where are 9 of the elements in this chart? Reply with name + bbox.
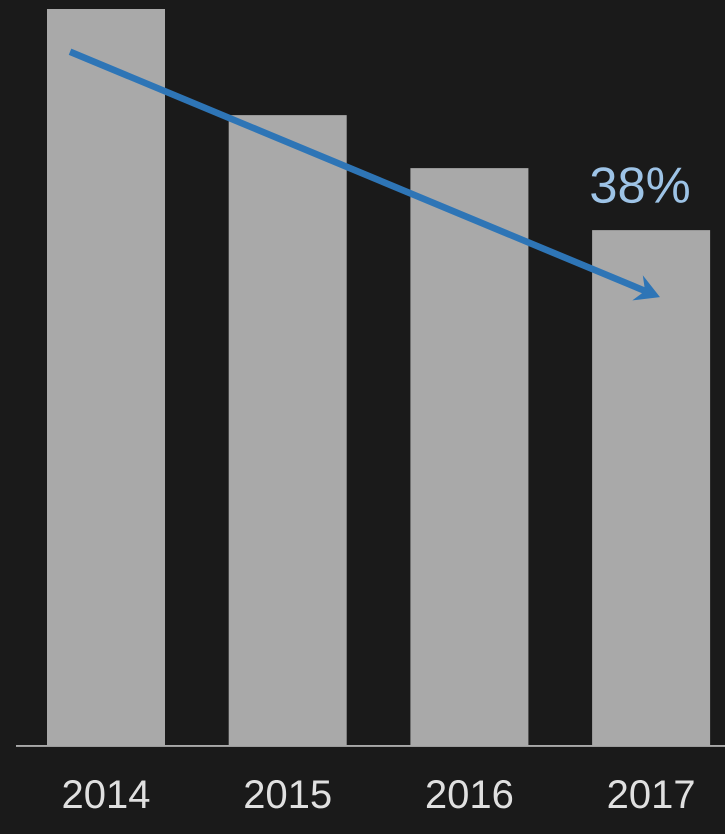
bar — [228, 115, 347, 746]
bar — [410, 168, 528, 746]
x-tick-label: 2014 — [64, 780, 150, 808]
bar — [592, 230, 710, 746]
x-tick-label: 2016 — [426, 780, 512, 808]
x-tick-label: 2017 — [608, 780, 694, 808]
bar — [47, 8, 165, 746]
x-tick-label: 2015 — [245, 780, 331, 808]
annotation: 38% — [591, 167, 689, 204]
